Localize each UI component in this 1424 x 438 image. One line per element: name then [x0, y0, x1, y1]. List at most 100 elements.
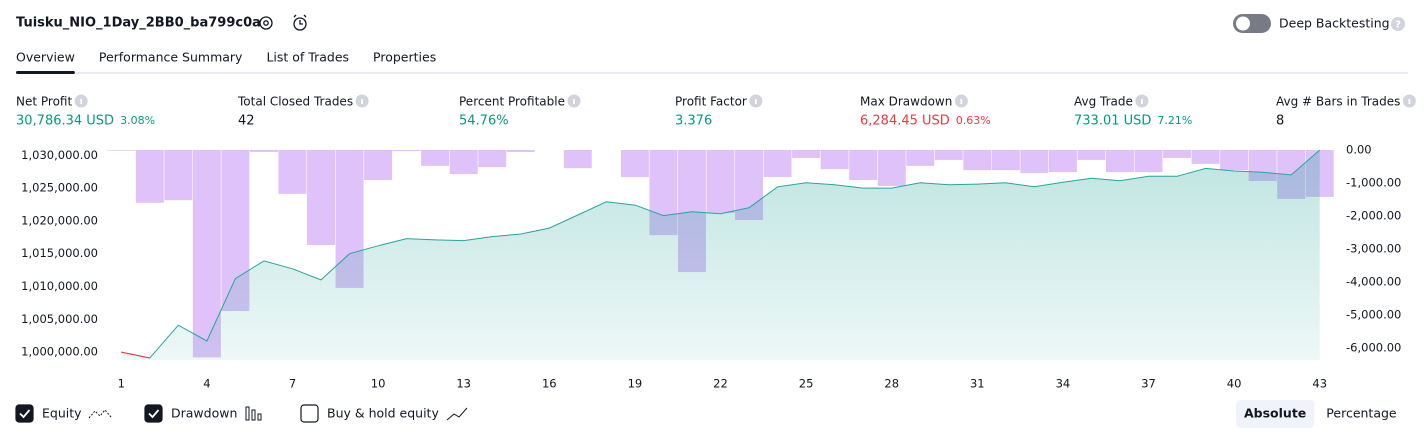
equity-loss-segment [121, 351, 150, 359]
drawdown-bar [763, 150, 792, 178]
drawdown-bar [478, 150, 507, 168]
x-tick-label: 7 [289, 377, 296, 391]
metric-value: 733.01 USD [1074, 114, 1151, 129]
metric-value: 54.76% [459, 114, 509, 129]
x-tick-label: 1 [118, 377, 125, 391]
y-tick-label: 1,000,000.00 [21, 345, 98, 359]
x-tick-label: 34 [1056, 377, 1071, 391]
drawdown-bar [877, 150, 906, 186]
x-tick-label: 40 [1227, 377, 1242, 391]
metric-label: Percent Profitable [459, 95, 565, 109]
x-tick-label: 25 [799, 377, 814, 391]
drawdown-bar [164, 150, 193, 201]
drawdown-bar [1191, 150, 1220, 164]
drawdown-bar [107, 150, 136, 151]
drawdown-bar [1163, 150, 1192, 158]
alert-icon[interactable] [293, 14, 307, 31]
info-icon-glyph [1141, 99, 1143, 104]
drawdown-bar [392, 150, 421, 151]
drawdown-bar [364, 150, 393, 181]
y2-tick-label: -6,000.00 [1346, 340, 1401, 354]
metric-percent: 0.63% [956, 114, 991, 127]
y2-tick-label: -3,000.00 [1346, 241, 1401, 255]
legend-label: Equity [42, 406, 82, 421]
drawdown-bar [1106, 150, 1134, 173]
drawdown-bar [278, 150, 307, 194]
toggle-button[interactable] [1236, 400, 1315, 428]
y2-tick-label: -4,000.00 [1346, 274, 1401, 288]
help-icon[interactable]: ? [1391, 17, 1405, 31]
metric-label: Avg # Bars in Trades [1276, 95, 1400, 109]
info-icon-glyph [1408, 99, 1411, 104]
legend-label: Buy & hold equity [327, 406, 439, 421]
tab[interactable]: Properties [373, 50, 436, 65]
drawdown-bar [1220, 150, 1249, 171]
info-icon-glyph [960, 99, 963, 104]
y-tick-label: 1,025,000.00 [21, 181, 98, 195]
metric-label: Avg Trade [1074, 95, 1133, 109]
tab[interactable]: List of Trades [266, 50, 349, 65]
y-tick-label: 1,005,000.00 [21, 312, 98, 326]
metric-value: 6,284.45 USD [860, 114, 950, 129]
svg-text:?: ? [1395, 20, 1401, 31]
drawdown-bar [1077, 150, 1106, 160]
drawdown-bar [620, 150, 649, 178]
drawdown-bar [792, 150, 821, 158]
metric-label: Max Drawdown [860, 95, 952, 109]
legend-label: Drawdown [171, 406, 237, 421]
y2-tick-label: -5,000.00 [1346, 307, 1401, 321]
drawdown-bar [421, 150, 450, 166]
info-icon-glyph [573, 99, 575, 104]
drawdown-bar [934, 150, 963, 160]
x-tick-label: 31 [970, 377, 985, 391]
metric-label: Profit Factor [675, 95, 747, 109]
equity-area [121, 150, 1320, 360]
x-tick-label: 43 [1312, 377, 1327, 391]
info-icon-glyph [80, 99, 83, 104]
checkbox[interactable] [300, 404, 319, 423]
checkbox[interactable] [15, 404, 34, 423]
metric-label: Net Profit [16, 95, 72, 109]
x-tick-label: 28 [884, 377, 899, 391]
drawdown-bar [506, 150, 535, 152]
drawdown-bar [706, 150, 735, 214]
metric-percent: 7.21% [1157, 114, 1192, 127]
drawdown-bar [991, 150, 1020, 171]
x-tick-label: 16 [542, 377, 557, 391]
drawdown-bar [963, 150, 992, 171]
drawdown-bar [563, 150, 592, 169]
y-tick-label: 1,020,000.00 [21, 213, 98, 227]
drawdown-bar [820, 150, 849, 170]
legend-bars-icon [245, 406, 262, 421]
settings-icon[interactable] [259, 16, 273, 30]
drawdown-bar [1048, 150, 1077, 173]
metric-value: 8 [1276, 114, 1284, 129]
x-tick-label: 37 [1141, 377, 1156, 391]
drawdown-bar [135, 150, 164, 203]
drawdown-bar [1134, 150, 1163, 173]
legend-line-icon [88, 409, 112, 419]
tab[interactable]: Overview [16, 50, 75, 65]
y-tick-label: 1,010,000.00 [21, 279, 98, 293]
metric-label: Total Closed Trades [237, 95, 353, 109]
drawdown-bar [307, 150, 335, 246]
x-tick-label: 10 [371, 377, 386, 391]
info-icon-glyph [754, 99, 757, 104]
y-tick-label: 1,015,000.00 [21, 246, 98, 260]
checkbox[interactable] [144, 404, 163, 423]
strategy-title: Tuisku_NIO_1Day_2BB0_ba799c0a [16, 16, 261, 31]
y2-tick-label: -2,000.00 [1346, 208, 1401, 222]
toggle-label: Deep Backtesting [1279, 16, 1390, 31]
info-icon-glyph [361, 99, 363, 104]
drawdown-bar [906, 150, 935, 166]
x-tick-label: 13 [456, 377, 471, 391]
drawdown-bar [249, 150, 278, 152]
toggle[interactable] [1233, 14, 1271, 33]
toggle-button-label: Percentage [1326, 406, 1397, 421]
y-tick-label: 1,030,000.00 [21, 148, 98, 162]
x-tick-label: 19 [628, 377, 643, 391]
metric-percent: 3.08% [120, 114, 155, 127]
y2-tick-label: -1,000.00 [1346, 175, 1401, 189]
tab[interactable]: Performance Summary [99, 50, 243, 65]
